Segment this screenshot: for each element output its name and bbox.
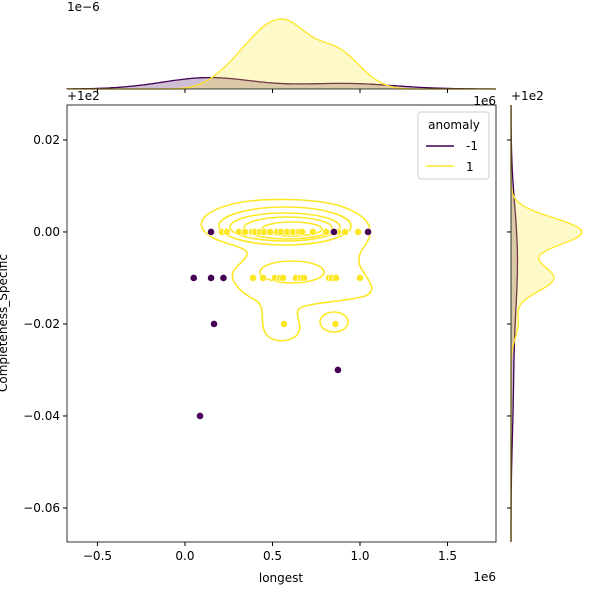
- point-anomaly-1: [280, 320, 288, 328]
- y-tick-label: 0.02: [33, 133, 60, 147]
- y-tick-label: −0.04: [23, 409, 60, 423]
- right-marginal-kde: [510, 105, 583, 542]
- point-anomaly--1: [189, 274, 198, 282]
- point-anomaly--1: [207, 274, 215, 282]
- y-axis-label: Completeness_Specific: [0, 254, 10, 392]
- point-anomaly-1: [298, 228, 306, 236]
- contour-small: [319, 311, 349, 333]
- point-anomaly-1: [332, 274, 340, 282]
- point-anomaly--1: [334, 366, 342, 374]
- point-anomaly--1: [196, 412, 204, 420]
- point-anomaly-1: [322, 228, 330, 236]
- point-anomaly--1: [219, 274, 228, 282]
- y-tick-label: −0.06: [23, 501, 60, 515]
- point-anomaly-1: [249, 274, 257, 282]
- y-tick-label: 0.00: [33, 225, 60, 239]
- x-tick-label: 0.5: [263, 549, 282, 563]
- point-anomaly--1: [330, 228, 338, 236]
- point-anomaly-1: [241, 228, 249, 236]
- point-anomaly-1: [309, 228, 317, 236]
- contour-lower: [259, 260, 325, 284]
- legend-title: anomaly: [428, 118, 480, 132]
- x-tick-label: 1.0: [350, 549, 369, 563]
- top-kde-normal: [67, 18, 496, 90]
- scatter-points: [189, 228, 372, 420]
- y-tick-label: −0.02: [23, 317, 60, 331]
- kde-contours: [200, 198, 373, 342]
- x-offset-label: 1e6: [473, 570, 496, 584]
- contour-outer: [200, 198, 373, 342]
- x-axis-label: longest: [259, 571, 304, 585]
- point-anomaly-1: [259, 274, 267, 282]
- right-marginal-offset-label: +1e2: [511, 89, 544, 103]
- x-axis-ticks: −0.5 0.0 0.5 1.0 1.5: [83, 89, 457, 563]
- y-axis-ticks: 0.02 0.00 −0.02 −0.04 −0.06: [23, 133, 511, 515]
- point-anomaly-1: [341, 228, 349, 236]
- point-anomaly--1: [364, 228, 372, 236]
- top-marginal-kde: [66, 18, 496, 90]
- top-marginal-scale-label: 1e−6: [67, 0, 100, 14]
- point-anomaly-1: [300, 274, 308, 282]
- point-anomaly-1: [223, 228, 231, 236]
- y-offset-label: +1e2: [67, 89, 100, 103]
- point-anomaly-1: [354, 228, 362, 236]
- point-anomaly-1: [356, 274, 364, 282]
- right-kde-normal: [510, 105, 583, 542]
- point-anomaly-1: [279, 274, 287, 282]
- contour-level-3: [229, 212, 341, 242]
- point-anomaly--1: [207, 228, 215, 236]
- legend: anomaly -1 1: [417, 111, 490, 180]
- contour-level-2: [218, 206, 352, 246]
- point-anomaly--1: [210, 320, 218, 328]
- point-anomaly-1: [331, 320, 340, 328]
- legend-label-neg1: -1: [466, 139, 478, 153]
- x-tick-label: 0.0: [175, 549, 194, 563]
- x-tick-label: −0.5: [83, 549, 112, 563]
- contour-level-4: [243, 216, 333, 240]
- legend-label-1: 1: [466, 160, 474, 174]
- top-marginal-x-offset: 1e6: [473, 94, 496, 108]
- point-anomaly-1: [266, 228, 274, 236]
- x-tick-label: 1.5: [438, 549, 457, 563]
